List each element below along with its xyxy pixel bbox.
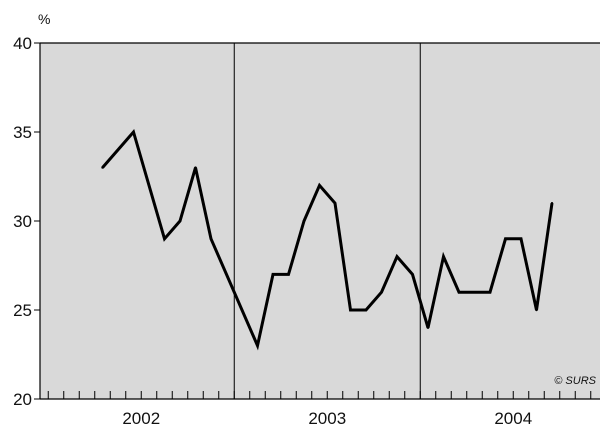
x-axis-year-labels: 2002 2003 2004 <box>122 409 532 428</box>
data-point <box>209 237 213 240</box>
data-point <box>488 291 492 294</box>
data-point <box>364 308 368 312</box>
y-tick-label: 35 <box>13 123 32 142</box>
x-year-label: 2004 <box>494 409 532 428</box>
data-point <box>163 237 166 240</box>
data-point <box>178 219 182 223</box>
data-point <box>426 326 430 329</box>
plot-area <box>40 43 600 399</box>
y-axis-ticks <box>34 42 40 400</box>
copyright-label: © SURS <box>554 375 596 387</box>
data-point <box>349 308 352 312</box>
data-point <box>457 291 461 294</box>
data-point <box>395 255 399 258</box>
series-line <box>101 128 554 351</box>
data-point <box>380 291 383 294</box>
data-point <box>302 219 306 223</box>
data-point <box>504 237 507 240</box>
data-point <box>550 202 554 205</box>
y-unit-label: % <box>38 11 50 27</box>
y-tick-label: 40 <box>13 34 32 53</box>
data-point <box>271 273 275 276</box>
data-point <box>519 237 523 240</box>
y-tick-label: 30 <box>13 212 32 231</box>
data-point <box>132 130 135 134</box>
year-dividers <box>233 43 421 399</box>
y-axis-tick-labels: 20 25 30 35 40 <box>13 34 32 409</box>
series-layer <box>101 128 554 351</box>
data-point <box>473 291 476 294</box>
x-axis-ticks <box>47 391 592 399</box>
data-point <box>318 184 321 187</box>
y-tick-label: 25 <box>13 301 32 320</box>
data-point <box>287 273 290 276</box>
y-tick-label: 20 <box>13 390 32 409</box>
data-point <box>411 273 414 276</box>
data-point <box>256 344 259 347</box>
x-year-label: 2003 <box>308 409 346 428</box>
x-year-label: 2002 <box>122 409 160 428</box>
data-point <box>535 308 538 312</box>
data-point <box>194 166 197 169</box>
data-point <box>333 202 337 205</box>
data-point <box>101 166 104 169</box>
data-point <box>442 255 445 258</box>
